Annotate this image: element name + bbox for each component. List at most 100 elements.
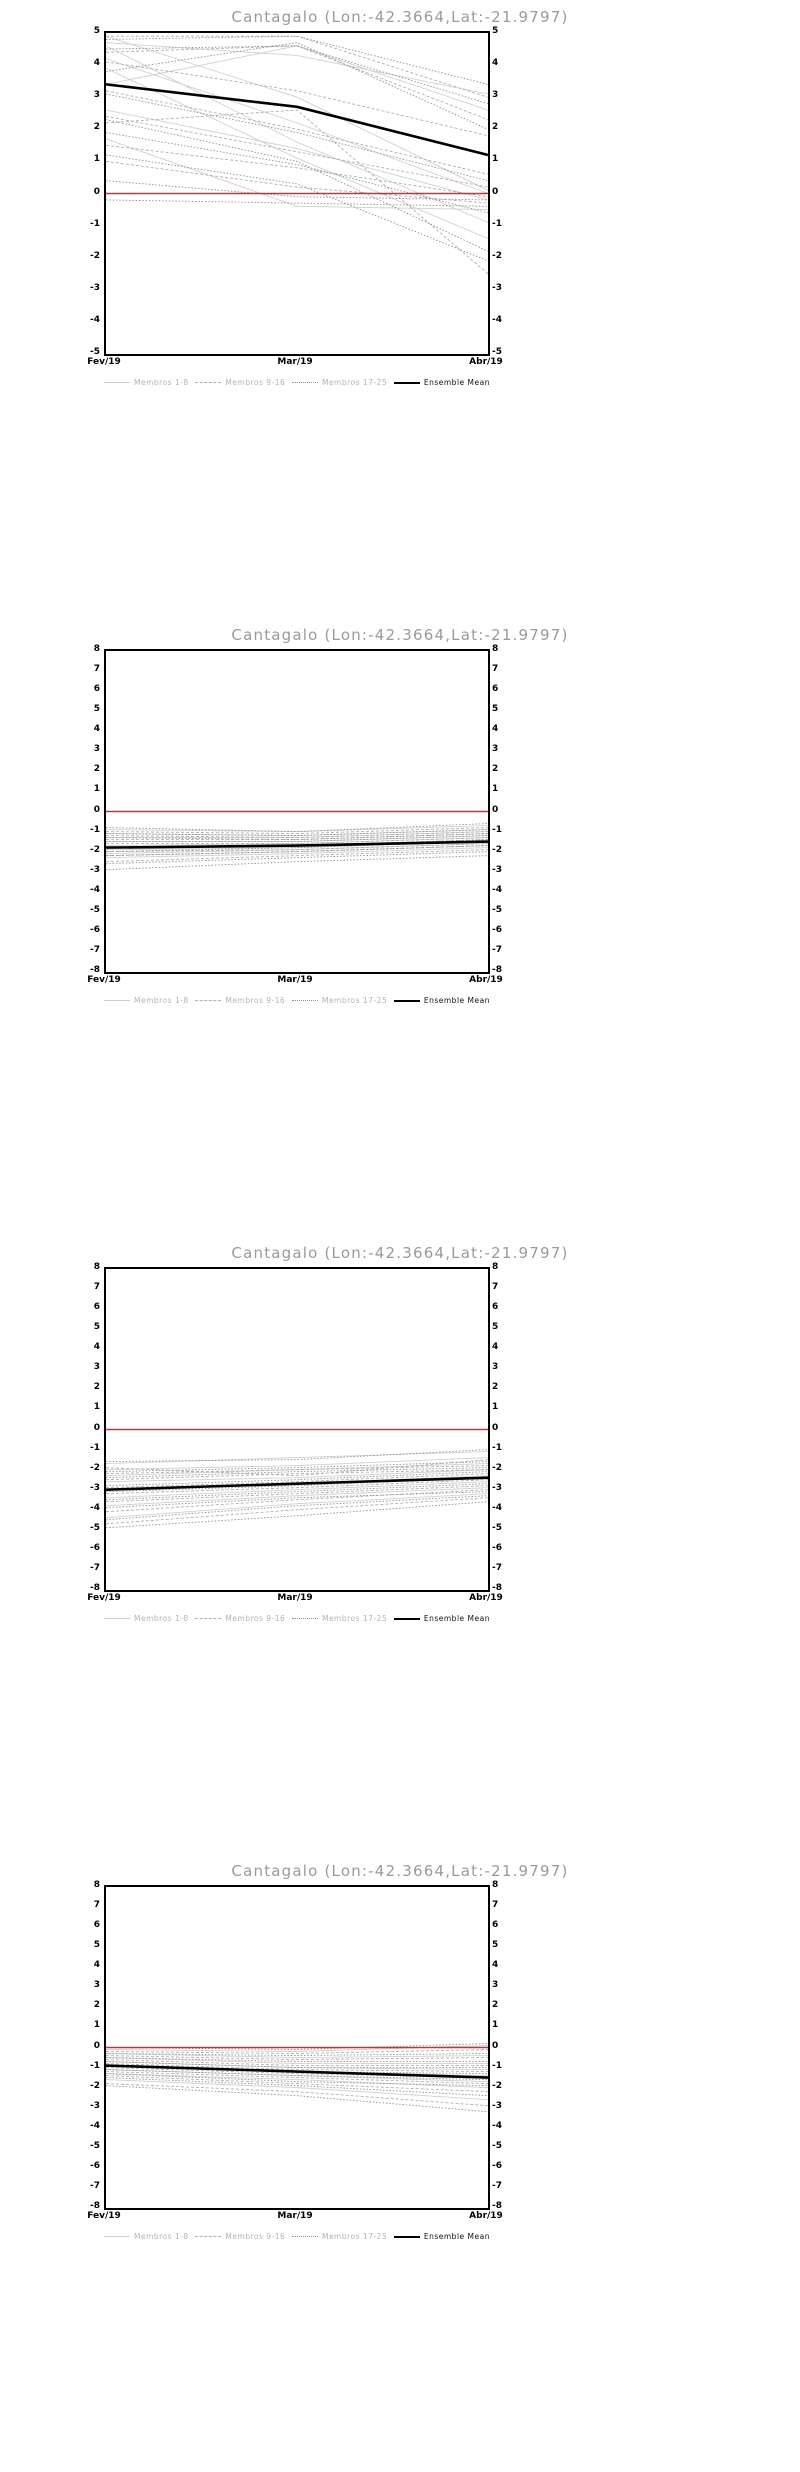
series-line [106, 827, 488, 835]
legend-label: Membros 9-16 [225, 1614, 286, 1623]
y-tick-label: 0 [492, 2040, 499, 2051]
y-tick-label: -7 [90, 2180, 100, 2191]
series-line [106, 1457, 488, 1471]
series-line [106, 1487, 488, 1507]
series-line [106, 1495, 488, 1521]
legend-item-members-17-25: Membros 17-25 [291, 2232, 388, 2241]
legend-item-members-17-25: Membros 17-25 [291, 996, 387, 1005]
y-tick-label: 4 [93, 724, 100, 735]
series-line [106, 1497, 488, 1525]
y-tick-label: -2 [492, 844, 502, 855]
series-line [106, 1459, 488, 1477]
legend-label: Membros 17-25 [321, 2232, 388, 2241]
y-tick-label: -5 [492, 904, 502, 915]
y-tick-label: -3 [492, 864, 502, 875]
series-line [106, 2085, 488, 2113]
x-tick-label: Mar/19 [277, 357, 313, 367]
series-layer [106, 810, 488, 871]
legend-label: Ensemble Mean [423, 996, 490, 1005]
legend: Membros 1-8 Membros 9-16 Membros 17-25 E… [104, 2232, 490, 2241]
y-tick-label: 5 [93, 704, 100, 715]
legend-item-members-1-8: Membros 1-8 [104, 1614, 189, 1623]
line-swatch-icon [291, 2236, 318, 2237]
y-tick-label: -6 [492, 2160, 502, 2171]
series-line [106, 144, 488, 198]
page-title: Cantagalo (Lon:-42.3664,Lat:-21.9797) [231, 626, 569, 644]
line-swatch-icon [195, 382, 222, 383]
series-line [106, 1471, 488, 1487]
series-line [106, 45, 488, 121]
y-tick-label: 3 [492, 744, 499, 755]
y-tick-label: 7 [93, 1900, 100, 1911]
y-tick-label: -4 [492, 884, 502, 895]
y-tick-label: 5 [492, 1940, 499, 1951]
series-line [106, 2053, 488, 2058]
y-tick-label: 8 [492, 1880, 499, 1890]
y-tick-label: 8 [93, 1262, 100, 1272]
series-line [106, 1493, 488, 1519]
y-tick-label: 0 [492, 804, 499, 815]
y-tick-label: 1 [492, 2020, 499, 2031]
y-tick-label: -1 [492, 2060, 502, 2071]
y-tick-label: 2 [93, 2000, 100, 2011]
y-tick-label: -2 [90, 844, 100, 855]
line-swatch-icon [104, 1618, 130, 1619]
y-tick-label: 6 [93, 1302, 100, 1313]
y-tick-label: -4 [90, 884, 100, 895]
y-tick-label: -8 [90, 1583, 100, 1593]
series-line [106, 2077, 488, 2097]
y-tick-label: -5 [90, 1522, 100, 1533]
line-swatch-icon [195, 1618, 222, 1619]
y-tick-label: -8 [90, 965, 100, 975]
legend-label: Membros 9-16 [225, 2232, 286, 2241]
y-tick-label: 0 [93, 186, 100, 197]
y-tick-label: -5 [492, 1522, 502, 1533]
series-line [106, 2063, 488, 2073]
series-layer [106, 1428, 488, 1529]
page-title: Cantagalo (Lon:-42.3664,Lat:-21.9797) [231, 8, 569, 26]
y-tick-label: 5 [492, 704, 499, 715]
series-line [106, 835, 488, 843]
legend-item-ensemble-mean: Ensemble Mean [393, 378, 490, 387]
series-line [106, 1501, 488, 1529]
y-tick-label: 0 [492, 186, 499, 197]
plot-svg [106, 1428, 488, 1529]
series-line [106, 823, 488, 833]
y-tick-label: 1 [93, 1402, 100, 1413]
series-line [106, 1481, 488, 1499]
y-tick-label: -5 [492, 347, 502, 357]
y-tick-label: -2 [90, 1462, 100, 1473]
plot-svg [106, 810, 488, 871]
legend: Membros 1-8 Membros 9-16 Membros 17-25 E… [104, 378, 490, 387]
y-tick-label: 2 [93, 764, 100, 775]
y-tick-label: -6 [492, 1542, 502, 1553]
y-tick-label: 3 [93, 744, 100, 755]
y-tick-label: 4 [492, 1342, 499, 1353]
series-line [106, 831, 488, 839]
y-tick-label: 1 [492, 154, 499, 165]
y-tick-label: -2 [492, 250, 502, 261]
x-tick-label: Fev/19 [87, 1593, 121, 1603]
series-line [106, 83, 488, 157]
y-tick-label: -7 [90, 1562, 100, 1573]
series-line [106, 1473, 488, 1489]
series-line [106, 2057, 488, 2062]
plot-area [104, 1267, 490, 1592]
series-line [106, 840, 488, 849]
legend-item-members-17-25: Membros 17-25 [291, 378, 388, 387]
plot-svg [106, 35, 488, 275]
y-tick-label: -4 [492, 2120, 502, 2131]
series-line [106, 2053, 488, 2056]
series-line [106, 2075, 488, 2093]
plot-area [104, 1885, 490, 2210]
line-swatch-icon [393, 2235, 420, 2238]
legend-label: Membros 17-25 [321, 378, 388, 387]
y-tick-label: 3 [93, 1362, 100, 1373]
line-swatch-icon [291, 382, 318, 383]
chart-panel-temp-media: Cantagalo (Lon:-42.3664,Lat:-21.9797) An… [0, 618, 800, 1236]
series-line [106, 1483, 488, 1501]
series-layer [106, 35, 488, 275]
y-tick-label: 2 [492, 2000, 499, 2011]
series-line [106, 1485, 488, 1503]
series-line [106, 1479, 488, 1495]
